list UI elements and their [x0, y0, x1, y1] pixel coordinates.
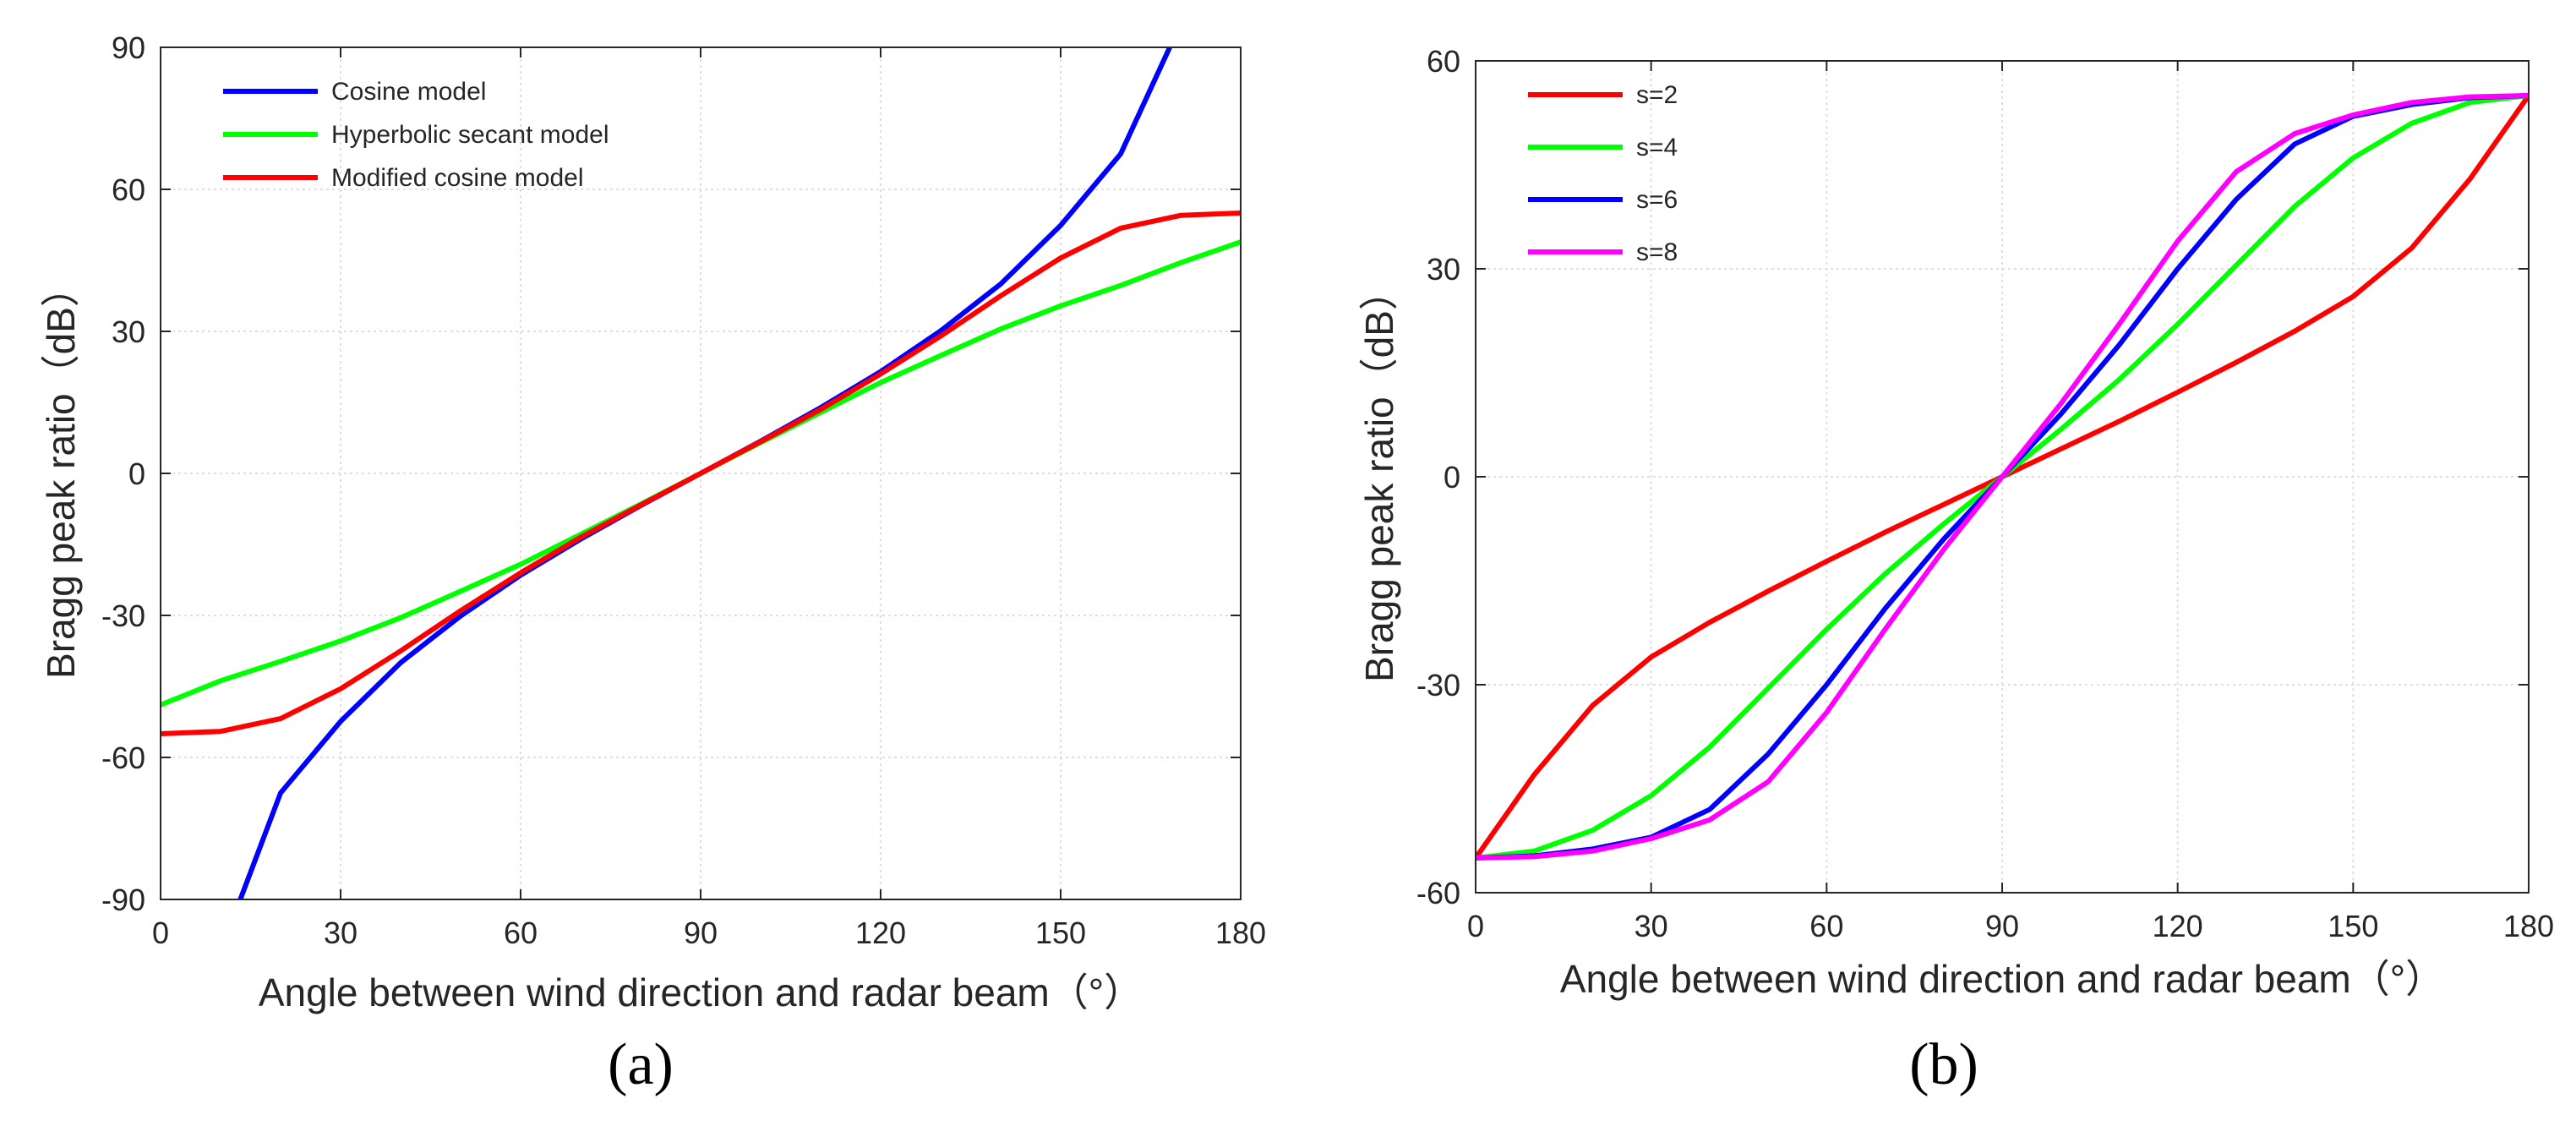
x-axis-label: Angle between wind direction and radar b… — [259, 970, 1143, 1014]
legend-label: s=8 — [1636, 238, 1678, 266]
x-tick-label: 180 — [2503, 909, 2554, 943]
series-line-s-8 — [1476, 93, 2529, 861]
y-tick-label: -30 — [1416, 668, 1460, 702]
legend: Cosine model Hyperbolic secant model Modif… — [223, 78, 609, 192]
y-tick-label: 60 — [112, 172, 145, 207]
y-axis-label: Bragg peak ratio（dB） — [1357, 271, 1401, 682]
x-tick-label: 150 — [2328, 909, 2378, 943]
legend: s=2 s=4 s=6 s=8 — [1528, 81, 1678, 266]
x-tick-label: 30 — [324, 916, 357, 950]
panel-label: (a) — [608, 1032, 674, 1097]
chart-panel-a: 0 30 60 90 120 150 180 -90 -60 -30 0 30 60 90 Angle be… — [39, 30, 1266, 1097]
x-tick-label: 60 — [1809, 909, 1843, 943]
x-tick-label: 120 — [2153, 909, 2203, 943]
y-tick-label: -60 — [101, 741, 145, 775]
y-tick-label: -30 — [101, 599, 145, 633]
legend-label: s=6 — [1636, 186, 1678, 214]
y-tick-label: -60 — [1416, 876, 1460, 910]
legend-label: s=4 — [1636, 134, 1678, 161]
y-tick-label: 30 — [112, 314, 145, 349]
y-tick-label: 90 — [112, 30, 145, 65]
x-tick-label: 90 — [684, 916, 718, 950]
x-tick-label: 180 — [1215, 916, 1266, 950]
legend-label: Modified cosine model — [331, 164, 584, 192]
y-tick-label: 0 — [1444, 460, 1460, 495]
x-tick-label: 0 — [1467, 909, 1484, 943]
x-tick-label: 120 — [855, 916, 906, 950]
x-tick-label: 150 — [1035, 916, 1086, 950]
x-tick-label: 30 — [1635, 909, 1668, 943]
series-line-modified-cosine-model — [161, 210, 1241, 736]
y-axis-label: Bragg peak ratio（dB） — [39, 268, 83, 679]
y-tick-label: 0 — [128, 456, 145, 491]
x-axis-label: Angle between wind direction and radar b… — [1560, 957, 2444, 1001]
legend-label: s=2 — [1636, 81, 1678, 109]
panel-label: (b) — [1909, 1032, 1978, 1097]
chart-panel-b: 0 30 60 90 120 150 180 -60 -30 0 30 60 Angle between… — [1357, 44, 2554, 1097]
x-tick-label: 0 — [152, 916, 169, 950]
y-tick-label: 60 — [1427, 44, 1460, 79]
x-tick-label: 60 — [504, 916, 538, 950]
y-tick-label: 30 — [1427, 252, 1460, 287]
legend-label: Cosine model — [331, 78, 486, 106]
x-tick-label: 90 — [1985, 909, 2019, 943]
legend-label: Hyperbolic secant model — [331, 121, 609, 149]
y-tick-label: -90 — [101, 883, 145, 917]
